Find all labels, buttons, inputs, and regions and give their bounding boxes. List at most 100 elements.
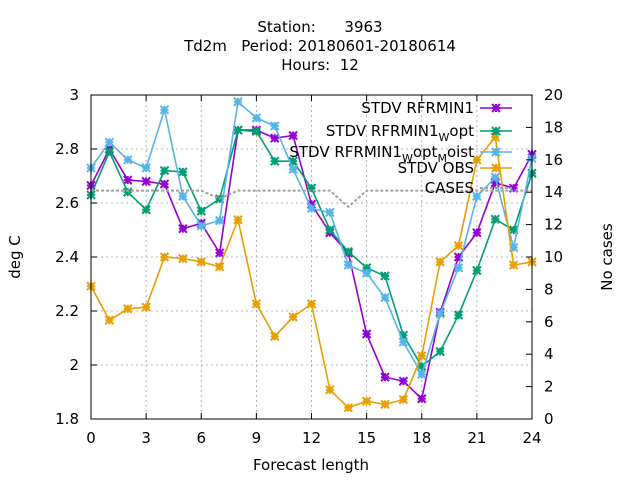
y-tick-label: 2.8 [55, 140, 79, 158]
data-point [325, 225, 335, 235]
data-point [196, 221, 206, 231]
data-point [178, 223, 188, 234]
data-point [361, 268, 372, 278]
data-point [233, 97, 243, 107]
y-tick-label: 3 [69, 86, 79, 104]
data-point [435, 346, 445, 357]
x-tick-label: 12 [302, 429, 321, 447]
series-lines [86, 97, 537, 413]
x-tick-label: 21 [467, 429, 486, 447]
series-line [90, 135, 533, 409]
legend-entry: STDV RFRMIN1 [361, 99, 512, 117]
y2-tick-label: 16 [544, 151, 563, 169]
legend-label: STDV RFRMIN1WoptMoist [289, 143, 474, 165]
data-point [472, 191, 482, 201]
legend-label: STDV OBS [398, 159, 474, 177]
legend-marker [491, 126, 501, 136]
x-tick-label: 18 [412, 429, 431, 447]
data-point [435, 257, 445, 267]
x-tick-label: 15 [357, 429, 376, 447]
data-point [453, 310, 464, 320]
data-point [288, 130, 298, 141]
data-point [490, 172, 500, 183]
legend-entry: STDV RFRMIN1WoptMoist [289, 143, 512, 165]
data-point [325, 385, 335, 395]
data-point [196, 257, 206, 267]
y2-axis-label: No cases [598, 223, 616, 291]
data-point [123, 304, 133, 314]
data-point [123, 187, 133, 197]
chart-title-station: Station: 3963 [257, 18, 383, 36]
data-point [325, 207, 335, 218]
data-point [123, 175, 133, 185]
data-point [417, 394, 427, 404]
y2-tick-label: 20 [544, 86, 563, 104]
data-point [288, 312, 298, 322]
legend-entry: STDV OBS [398, 159, 512, 177]
y2-tick-label: 2 [544, 378, 554, 396]
data-point [214, 248, 225, 258]
data-point [104, 146, 115, 157]
data-point [233, 125, 243, 135]
data-point [270, 121, 280, 131]
data-point [141, 176, 151, 187]
data-point [398, 394, 409, 405]
x-tick-label: 0 [86, 429, 96, 447]
data-point [417, 369, 427, 380]
data-point [343, 260, 353, 270]
data-point [178, 191, 188, 201]
legend-label: STDV RFRMIN1 [361, 99, 474, 117]
x-tick-label: 3 [141, 429, 151, 447]
data-point [141, 205, 151, 215]
data-point [306, 299, 317, 309]
legend-label: CASES [425, 179, 474, 197]
data-point [270, 133, 280, 143]
legend-entry: STDV RFRMIN1Wopt [326, 122, 512, 144]
y2-tick-label: 4 [544, 345, 554, 363]
y2-tick-label: 10 [544, 248, 563, 266]
data-point [453, 263, 464, 273]
data-point [159, 165, 170, 176]
y2-tick-label: 14 [544, 183, 563, 201]
data-point [214, 262, 225, 272]
data-point [214, 215, 225, 226]
data-point [398, 376, 409, 386]
data-point [306, 203, 317, 214]
data-point [435, 308, 445, 319]
data-point [361, 329, 372, 339]
x-tick-label: 24 [522, 429, 541, 447]
data-point [417, 351, 427, 361]
chart-title-period: Td2m Period: 20180601-20180614 [184, 37, 456, 55]
x-tick-label: 6 [196, 429, 206, 447]
data-point [104, 315, 115, 325]
data-point [472, 265, 482, 276]
x-tick-label: 9 [252, 429, 262, 447]
y-tick-label: 2.2 [55, 302, 79, 320]
data-point [398, 337, 409, 347]
data-point [343, 246, 353, 257]
data-point [270, 331, 280, 342]
data-point [123, 155, 133, 165]
data-point [251, 126, 262, 137]
y2-tick-label: 8 [544, 280, 554, 298]
data-point [159, 252, 170, 262]
data-point [141, 302, 151, 312]
y-tick-label: 2.6 [55, 194, 79, 212]
data-point [270, 156, 280, 166]
legend-marker [491, 147, 501, 157]
y2-tick-label: 12 [544, 216, 563, 234]
data-point [141, 163, 151, 173]
data-point [380, 399, 390, 410]
legend-marker [491, 103, 501, 113]
data-point [178, 253, 188, 264]
y2-tick-label: 18 [544, 118, 563, 136]
y-tick-label: 2 [69, 356, 79, 374]
chart-title-hours: Hours: 12 [281, 56, 359, 74]
y2-tick-label: 6 [544, 313, 554, 331]
data-point [490, 214, 500, 224]
data-point [380, 271, 390, 281]
y-tick-label: 1.8 [55, 410, 79, 428]
data-point [508, 260, 519, 270]
y-axis-label: deg C [6, 235, 24, 279]
data-point [472, 155, 482, 165]
